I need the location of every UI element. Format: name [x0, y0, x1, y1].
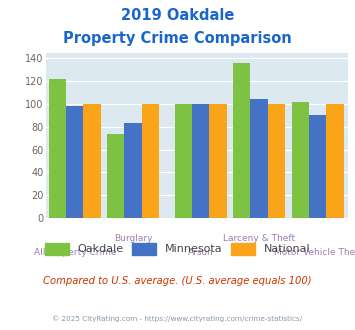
Bar: [175, 104, 192, 218]
Bar: [66, 106, 83, 218]
Text: © 2025 CityRating.com - https://www.cityrating.com/crime-statistics/: © 2025 CityRating.com - https://www.city…: [53, 315, 302, 322]
Bar: [142, 104, 159, 218]
Bar: [233, 63, 250, 218]
Text: Motor Vehicle Theft: Motor Vehicle Theft: [274, 248, 355, 257]
Text: Compared to U.S. average. (U.S. average equals 100): Compared to U.S. average. (U.S. average …: [43, 276, 312, 285]
Text: Property Crime Comparison: Property Crime Comparison: [63, 31, 292, 46]
Bar: [124, 123, 142, 218]
Bar: [83, 104, 101, 218]
Bar: [250, 99, 268, 218]
Text: Burglary: Burglary: [114, 235, 152, 244]
Bar: [268, 104, 285, 218]
Bar: [292, 102, 309, 218]
Text: Larceny & Theft: Larceny & Theft: [223, 235, 295, 244]
Text: Arson: Arson: [188, 248, 214, 257]
Text: All Property Crime: All Property Crime: [34, 248, 116, 257]
Legend: Oakdale, Minnesota, National: Oakdale, Minnesota, National: [40, 238, 315, 259]
Bar: [192, 104, 209, 218]
Text: 2019 Oakdale: 2019 Oakdale: [121, 8, 234, 23]
Bar: [209, 104, 227, 218]
Bar: [107, 134, 124, 218]
Bar: [326, 104, 344, 218]
Bar: [309, 115, 326, 218]
Bar: [49, 79, 66, 218]
